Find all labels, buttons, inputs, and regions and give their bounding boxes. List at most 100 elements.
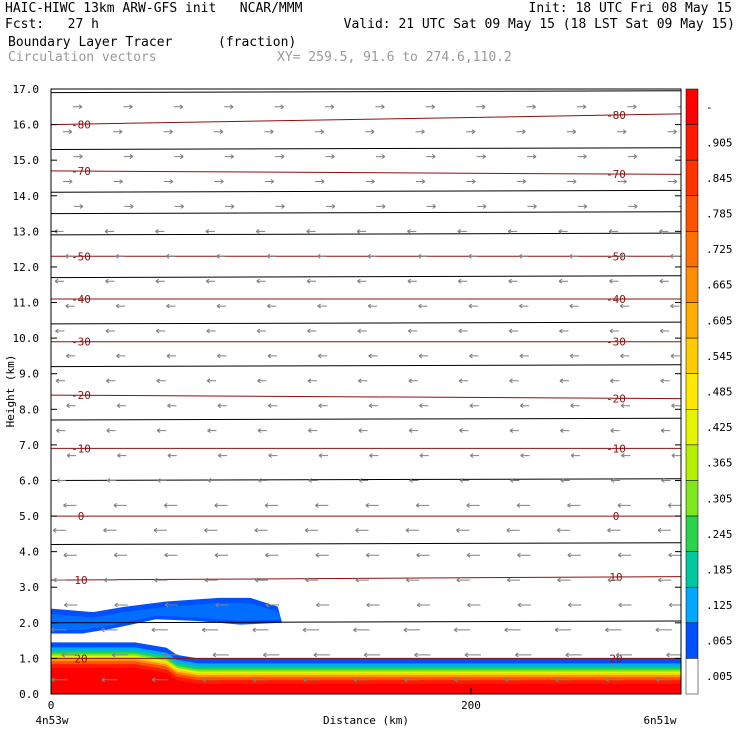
vector-arrow-153 [571, 404, 580, 408]
colorbar-swatch-5 [686, 267, 698, 303]
vector-arrow-141 [611, 429, 620, 433]
vector-arrow-23 [566, 653, 582, 657]
vector-arrow-196 [116, 304, 125, 308]
vector-arrow-254 [427, 204, 436, 208]
vector-arrow-107 [208, 479, 217, 483]
vector-arrow-282 [527, 155, 536, 159]
colorbar-swatch-13 [686, 552, 698, 588]
colorbar-swatch-1 [686, 125, 698, 161]
vector-arrow-186 [257, 329, 266, 333]
vector-arrow-67 [165, 553, 178, 557]
vector-arrow-260 [63, 180, 72, 184]
vector-arrow-33 [404, 628, 420, 632]
vector-arrow-215 [408, 279, 417, 283]
vector-arrow-258 [628, 204, 637, 208]
vector-arrow-108 [258, 479, 267, 483]
vector-arrow-247 [74, 204, 83, 208]
x-tick-label-0: 0 [48, 699, 55, 712]
y-tick-label-17: 17.0 [13, 83, 40, 96]
vector-arrow-125 [470, 454, 479, 458]
vector-arrow-126 [521, 454, 530, 458]
vector-arrow-148 [319, 404, 328, 408]
colorbar-label-8: .485 [706, 386, 733, 399]
vector-arrow-310 [627, 105, 636, 109]
vector-arrow-44 [316, 603, 329, 607]
vector-arrow-83 [305, 528, 318, 532]
colorbar-label-15: .065 [706, 635, 733, 648]
vector-arrow-188 [358, 329, 367, 333]
vector-arrow-119 [168, 454, 177, 458]
vector-arrow-69 [265, 553, 278, 557]
vector-arrow-130 [56, 429, 65, 433]
colorbar-label-12: .245 [706, 528, 733, 541]
vector-arrow-306 [426, 105, 435, 109]
vector-arrow-163 [409, 379, 418, 383]
contour-label-right-1: -70 [606, 168, 626, 181]
vector-arrow-177 [469, 354, 478, 358]
vector-arrow-235 [105, 229, 114, 233]
vector-arrow-248 [124, 204, 133, 208]
vector-arrow-197 [167, 304, 176, 308]
y-tick-label-11: 11.0 [13, 297, 40, 310]
temperature-contour-5 [51, 395, 681, 399]
vector-arrow-305 [375, 105, 384, 109]
vector-arrow-176 [419, 354, 428, 358]
vector-arrow-74 [517, 553, 530, 557]
vector-arrow-94 [215, 503, 228, 507]
vector-arrow-249 [175, 204, 184, 208]
vector-arrow-76 [618, 553, 631, 557]
vector-arrow-201 [368, 304, 377, 308]
vector-arrow-297 [617, 130, 626, 134]
contour-label-left-0: -80 [71, 119, 91, 132]
vector-arrow-150 [419, 404, 428, 408]
vector-arrow-46 [417, 603, 430, 607]
vector-arrow-52 [54, 578, 67, 582]
y-tick-label-16: 16.0 [13, 119, 40, 132]
vector-arrow-243 [508, 229, 517, 233]
vector-arrow-122 [319, 454, 328, 458]
colorbar-label-2: .845 [706, 172, 733, 185]
vector-arrow-75 [568, 553, 581, 557]
colorbar-label-13: .185 [706, 563, 733, 576]
vector-arrow-147 [268, 404, 277, 408]
vector-arrow-294 [466, 130, 475, 134]
contour-label-right-9: 20 [609, 652, 622, 665]
vector-arrow-61 [507, 578, 520, 582]
vector-arrow-37 [605, 628, 621, 632]
colorbar-swatch-4 [686, 231, 698, 267]
vector-arrow-146 [218, 404, 227, 408]
vector-arrow-82 [255, 528, 268, 532]
vector-arrow-38 [656, 628, 672, 632]
contour-label-left-4: -30 [71, 336, 91, 349]
vector-arrow-160 [258, 379, 267, 383]
vector-arrow-223 [166, 254, 175, 258]
vector-arrow-179 [570, 354, 579, 358]
vector-arrow-95 [265, 503, 278, 507]
colorbar-swatch-14 [686, 587, 698, 623]
vector-arrow-96 [315, 503, 328, 507]
vector-arrow-102 [618, 503, 631, 507]
vector-arrow-261 [114, 180, 123, 184]
vector-arrow-279 [376, 155, 385, 159]
vector-arrow-131 [107, 429, 116, 433]
vector-arrow-36 [555, 628, 571, 632]
vector-arrow-308 [527, 105, 536, 109]
vector-arrow-274 [124, 155, 133, 159]
y-tick-label-4: 4.0 [19, 546, 39, 559]
colorbar-swatch-3 [686, 196, 698, 232]
vector-arrow-289 [214, 130, 223, 134]
vector-arrow-171 [167, 354, 176, 358]
vector-arrow-162 [358, 379, 367, 383]
colorbar-swatch-6 [686, 303, 698, 339]
vector-arrow-64 [658, 578, 671, 582]
vector-arrow-144 [117, 404, 126, 408]
vector-arrow-193 [610, 329, 619, 333]
vector-arrow-307 [476, 105, 485, 109]
colorbar-label-9: .425 [706, 421, 733, 434]
colorbar-swatch-16 [686, 658, 698, 694]
temperature-contour-1 [51, 171, 681, 175]
vector-arrow-127 [571, 454, 580, 458]
colorbar-label-1: .905 [706, 136, 733, 149]
vector-arrow-212 [257, 279, 266, 283]
